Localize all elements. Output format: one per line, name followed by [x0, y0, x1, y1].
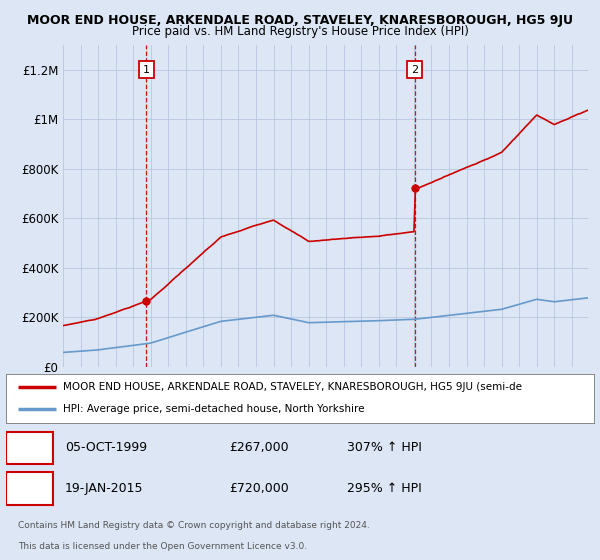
Text: Price paid vs. HM Land Registry's House Price Index (HPI): Price paid vs. HM Land Registry's House …: [131, 25, 469, 38]
Text: 2: 2: [26, 482, 34, 495]
Text: 2: 2: [411, 64, 418, 74]
Text: This data is licensed under the Open Government Licence v3.0.: This data is licensed under the Open Gov…: [18, 542, 307, 551]
Text: 19-JAN-2015: 19-JAN-2015: [65, 482, 143, 495]
Text: 307% ↑ HPI: 307% ↑ HPI: [347, 441, 422, 454]
Text: £720,000: £720,000: [229, 482, 289, 495]
Text: HPI: Average price, semi-detached house, North Yorkshire: HPI: Average price, semi-detached house,…: [63, 404, 365, 414]
FancyBboxPatch shape: [6, 432, 53, 464]
FancyBboxPatch shape: [6, 472, 53, 505]
Text: 1: 1: [143, 64, 150, 74]
Text: 295% ↑ HPI: 295% ↑ HPI: [347, 482, 422, 495]
Text: Contains HM Land Registry data © Crown copyright and database right 2024.: Contains HM Land Registry data © Crown c…: [18, 521, 370, 530]
Text: MOOR END HOUSE, ARKENDALE ROAD, STAVELEY, KNARESBOROUGH, HG5 9JU: MOOR END HOUSE, ARKENDALE ROAD, STAVELEY…: [27, 14, 573, 27]
Text: MOOR END HOUSE, ARKENDALE ROAD, STAVELEY, KNARESBOROUGH, HG5 9JU (semi-de: MOOR END HOUSE, ARKENDALE ROAD, STAVELEY…: [63, 382, 522, 393]
Text: 1: 1: [26, 441, 34, 454]
Text: 05-OCT-1999: 05-OCT-1999: [65, 441, 147, 454]
Text: £267,000: £267,000: [229, 441, 289, 454]
